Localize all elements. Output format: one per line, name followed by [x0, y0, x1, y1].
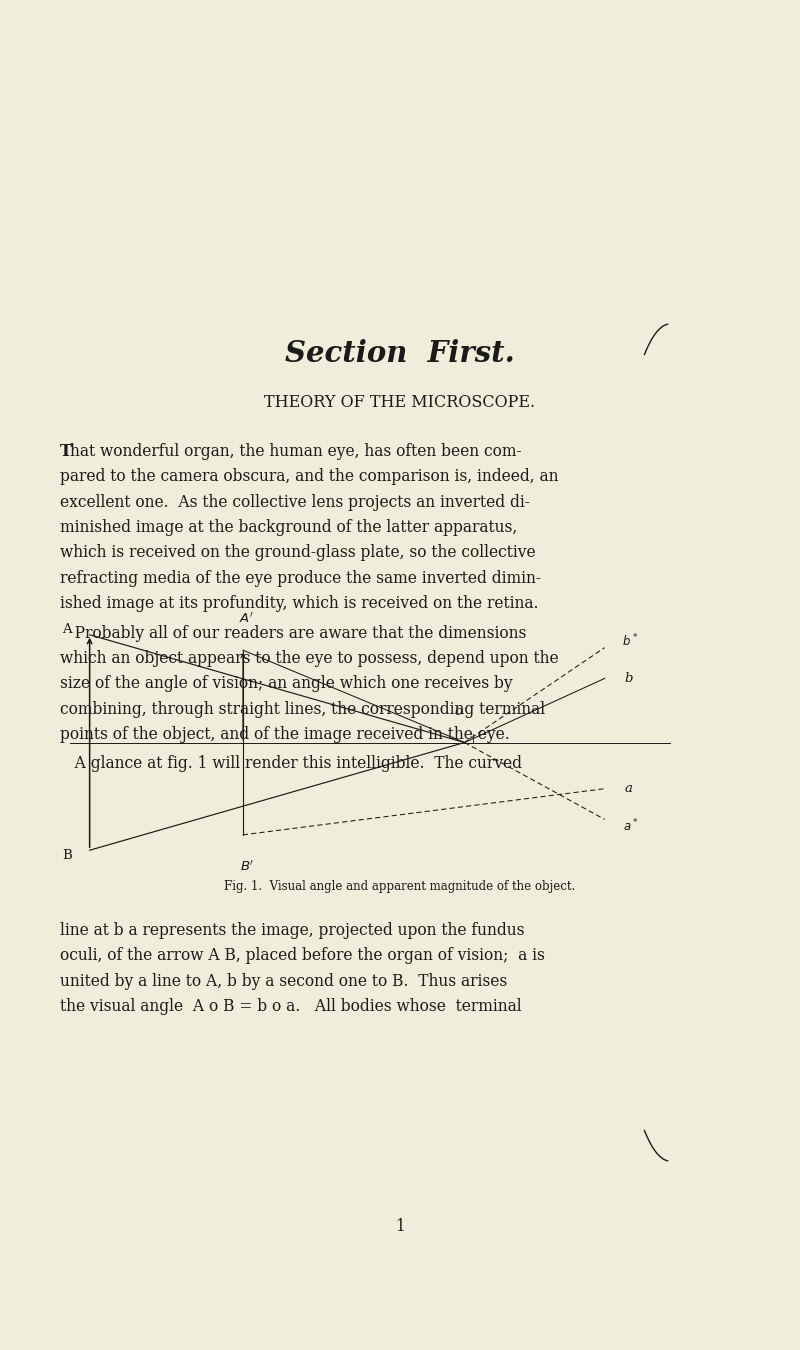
Text: Probably all of our readers are aware that the dimensions: Probably all of our readers are aware th…: [60, 625, 526, 641]
Text: o: o: [454, 705, 462, 718]
Text: points of the object, and of the image received in the eye.: points of the object, and of the image r…: [60, 726, 510, 743]
Text: b: b: [625, 672, 633, 684]
Text: size of the angle of vision; an angle which one receives by: size of the angle of vision; an angle wh…: [60, 675, 513, 693]
Text: B: B: [62, 849, 72, 863]
Text: combining, through straight lines, the corresponding terminal: combining, through straight lines, the c…: [60, 701, 545, 718]
Text: 1: 1: [395, 1218, 405, 1235]
Text: pared to the camera obscura, and the comparison is, indeed, an: pared to the camera obscura, and the com…: [60, 468, 558, 485]
Text: $A'$: $A'$: [239, 612, 254, 626]
Text: hat wonderful organ, the human eye, has often been com-: hat wonderful organ, the human eye, has …: [70, 443, 522, 460]
Text: the visual angle  A o B = b o a.   All bodies whose  terminal: the visual angle A o B = b o a. All bodi…: [60, 998, 522, 1015]
Text: which is received on the ground-glass plate, so the collective: which is received on the ground-glass pl…: [60, 544, 536, 562]
Text: line at b a represents the image, projected upon the fundus: line at b a represents the image, projec…: [60, 922, 525, 940]
Text: oculi, of the arrow A B, placed before the organ of vision;  a is: oculi, of the arrow A B, placed before t…: [60, 948, 545, 964]
Text: T: T: [60, 443, 72, 460]
Text: excellent one.  As the collective lens projects an inverted di-: excellent one. As the collective lens pr…: [60, 494, 530, 510]
Text: $a^*$: $a^*$: [622, 818, 638, 834]
Text: A: A: [62, 622, 72, 636]
Text: refracting media of the eye produce the same inverted dimin-: refracting media of the eye produce the …: [60, 570, 541, 587]
Text: $b^*$: $b^*$: [622, 633, 638, 649]
Text: united by a line to A, b by a second one to B.  Thus arises: united by a line to A, b by a second one…: [60, 973, 507, 990]
Text: ished image at its profundity, which is received on the retina.: ished image at its profundity, which is …: [60, 595, 538, 612]
Text: minished image at the background of the latter apparatus,: minished image at the background of the …: [60, 518, 518, 536]
Text: which an object appears to the eye to possess, depend upon the: which an object appears to the eye to po…: [60, 649, 558, 667]
Text: Section  First.: Section First.: [285, 339, 515, 369]
Text: A glance at fig. 1 will render this intelligible.  The curved: A glance at fig. 1 will render this inte…: [60, 756, 522, 772]
Text: THEORY OF THE MICROSCOPE.: THEORY OF THE MICROSCOPE.: [265, 394, 535, 410]
Text: Fig. 1.  Visual angle and apparent magnitude of the object.: Fig. 1. Visual angle and apparent magnit…: [224, 880, 576, 894]
Text: $B'$: $B'$: [240, 859, 254, 873]
Text: a: a: [625, 782, 633, 795]
